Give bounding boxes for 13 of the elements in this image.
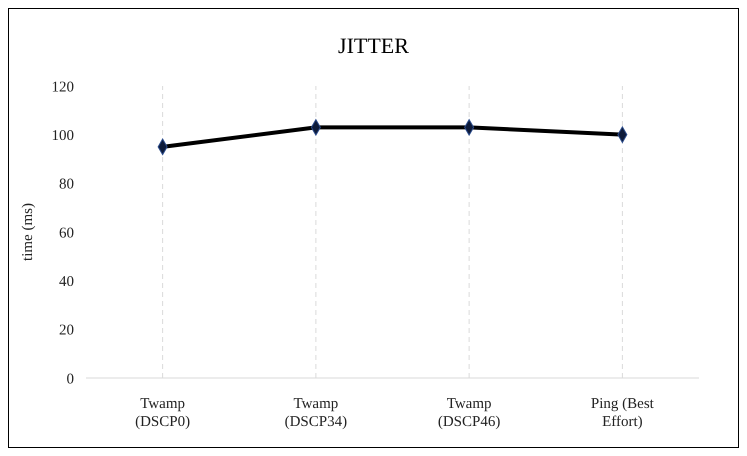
y-tick-label: 100: [52, 128, 74, 144]
x-tick-label: Twamp (DSCP0): [135, 396, 190, 430]
y-tick-label: 80: [59, 176, 74, 193]
y-tick-label: 60: [59, 225, 74, 242]
x-tick-label: Ping (Best Effort): [590, 396, 655, 430]
chart-title: JITTER: [338, 33, 410, 58]
y-tick-label: 20: [59, 322, 74, 339]
y-tick-label: 0: [66, 371, 74, 388]
x-tick-label: Twamp (DSCP34): [284, 396, 348, 430]
y-axis-title: time (ms): [20, 203, 36, 261]
x-tick-label: Twamp (DSCP46): [438, 396, 500, 430]
y-tick-label: 120: [52, 79, 74, 96]
y-tick-label: 40: [59, 274, 74, 290]
